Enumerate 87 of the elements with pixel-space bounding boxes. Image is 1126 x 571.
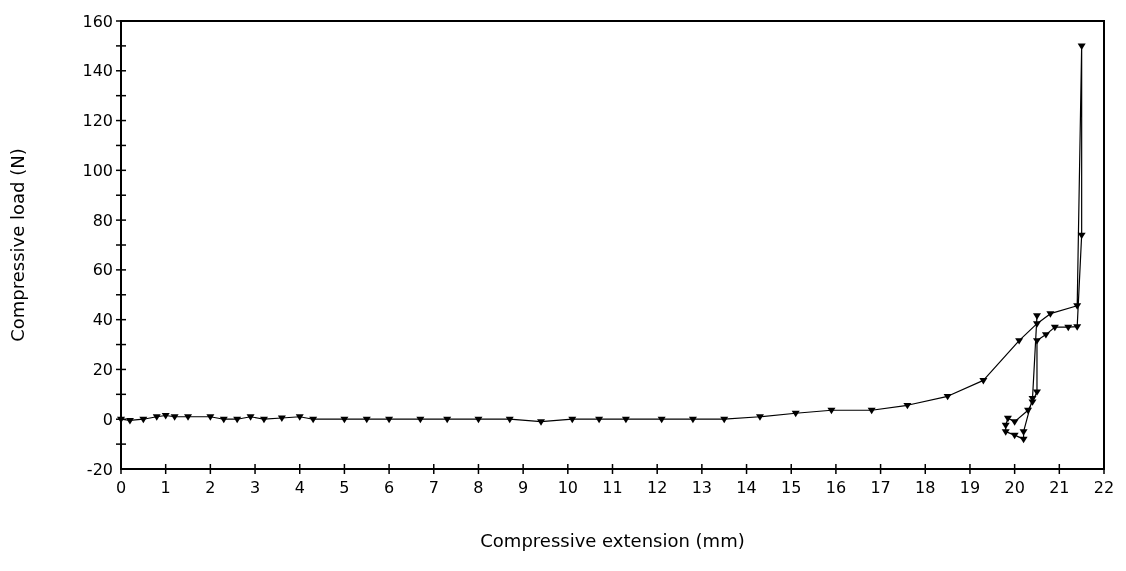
point (943, 393, 952, 401)
point (1032, 321, 1041, 328)
point (1001, 429, 1010, 436)
y-tick-label: 120 (82, 111, 113, 131)
x-tick-label: 9 (518, 478, 529, 497)
x-tick-label: 3 (249, 478, 261, 497)
x-tick-label: 14 (736, 478, 757, 497)
point (125, 418, 134, 425)
point (152, 414, 161, 421)
x-tick-label: 4 (294, 478, 305, 497)
x-tick-label: 21 (1049, 478, 1070, 497)
x-tick-label: 19 (959, 478, 981, 497)
x-tick-label: 16 (825, 478, 847, 497)
point (1046, 311, 1055, 318)
point (867, 407, 876, 415)
x-axis-title: Compressive extension (mm) (480, 530, 745, 551)
point (657, 416, 666, 424)
point (139, 416, 148, 424)
point (443, 416, 452, 424)
x-tick-label: 18 (915, 478, 936, 497)
point (161, 413, 170, 420)
point (1003, 415, 1012, 423)
y-tick-label: 60 (92, 260, 113, 280)
x-tick-label: 12 (647, 478, 668, 497)
point (979, 378, 988, 385)
point (259, 416, 268, 424)
point (1015, 338, 1024, 345)
point (206, 414, 215, 421)
point (537, 419, 546, 426)
point (1073, 303, 1082, 310)
point (1032, 338, 1041, 345)
point (568, 416, 577, 424)
y-tick-label: 160 (82, 11, 113, 31)
point (1024, 407, 1033, 415)
point (505, 416, 514, 424)
x-tick-label: 17 (870, 478, 891, 497)
y-tick-label: 80 (92, 210, 113, 230)
point (1010, 432, 1019, 440)
x-tick-label: 13 (691, 478, 713, 497)
x-tick-label: 11 (602, 478, 623, 497)
point (170, 414, 179, 421)
point (755, 414, 764, 421)
point (621, 416, 630, 424)
point (219, 416, 228, 424)
y-tick-label: 140 (82, 61, 113, 81)
point (1032, 389, 1041, 396)
point (233, 416, 242, 424)
point (246, 414, 255, 421)
x-tick-label: 8 (473, 478, 484, 497)
point (903, 402, 912, 410)
point (184, 414, 193, 421)
y-axis-title: Compressive load (N) (7, 148, 28, 342)
x-tick-label: 7 (428, 478, 439, 497)
point (688, 416, 697, 424)
y-tick-label: 100 (82, 160, 113, 180)
x-tick-label: 22 (1093, 478, 1115, 497)
y-tick-label: 0 (102, 409, 113, 429)
point (1064, 324, 1073, 332)
point (416, 416, 425, 424)
y-tick-label: -20 (86, 459, 113, 479)
point (720, 416, 729, 424)
point (1001, 422, 1010, 430)
point (595, 416, 604, 424)
x-tick-label: 10 (557, 478, 578, 497)
point (362, 416, 371, 424)
point (1010, 419, 1019, 426)
point (1019, 429, 1028, 436)
point (1041, 332, 1050, 339)
point (474, 416, 483, 424)
x-tick-label: 15 (781, 478, 802, 497)
y-tick-label: 40 (92, 310, 113, 330)
x-tick-label: 1 (160, 478, 171, 497)
point (340, 416, 349, 424)
y-tick-label: 20 (92, 360, 113, 380)
x-tick-label: 20 (1004, 478, 1025, 497)
x-tick-label: 6 (384, 478, 395, 497)
point (827, 407, 836, 415)
x-tick-label: 5 (339, 478, 350, 497)
point (1032, 313, 1041, 320)
point (1073, 324, 1082, 331)
point (295, 414, 304, 421)
x-tick-label: 0 (115, 478, 127, 497)
x-tick-label: 2 (205, 478, 216, 497)
point (791, 410, 800, 418)
point (385, 416, 394, 424)
point (309, 416, 318, 424)
point (1077, 43, 1086, 50)
